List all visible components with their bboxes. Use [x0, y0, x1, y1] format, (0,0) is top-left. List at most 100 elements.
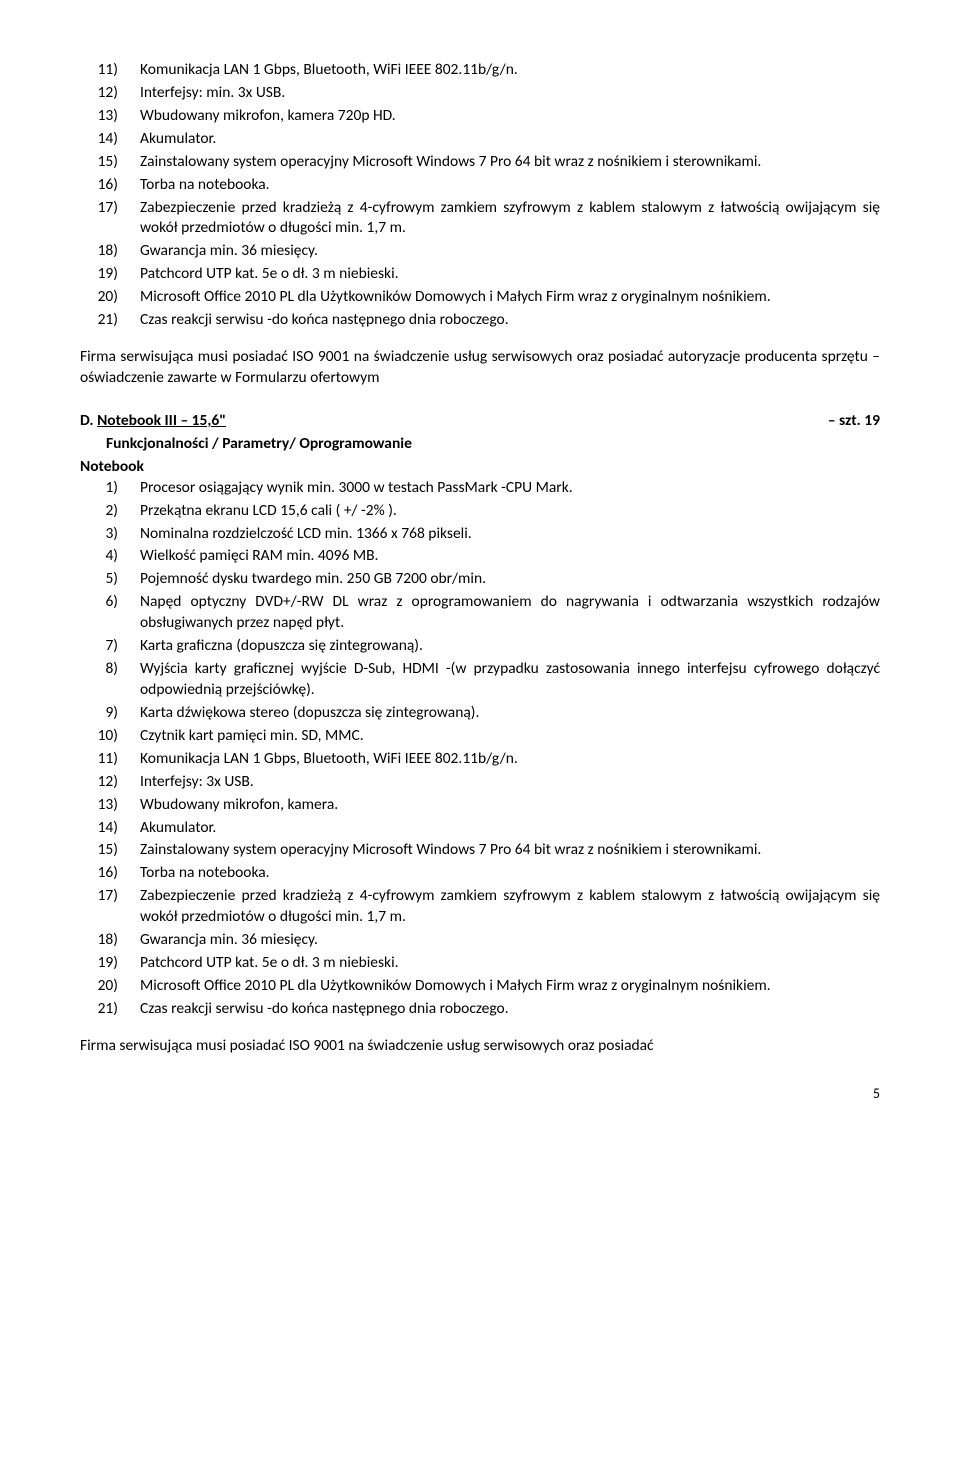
list-item: 21)Czas reakcji serwisu -do końca następ…: [80, 999, 880, 1020]
list-item-number: 3): [80, 524, 140, 545]
list-item-number: 7): [80, 636, 140, 657]
list-item: 12)Interfejsy: min. 3x USB.: [80, 83, 880, 104]
list-item-text: Patchcord UTP kat. 5e o dł. 3 m niebiesk…: [140, 264, 880, 285]
section-letter: D.: [80, 411, 94, 430]
list-item: 7)Karta graficzna (dopuszcza się zintegr…: [80, 636, 880, 657]
list-item: 11)Komunikacja LAN 1 Gbps, Bluetooth, Wi…: [80, 60, 880, 81]
bottom-list: 1)Procesor osiągający wynik min. 3000 w …: [80, 478, 880, 1020]
list-item: 13)Wbudowany mikrofon, kamera 720p HD.: [80, 106, 880, 127]
section-qty: – szt. 19: [828, 411, 880, 432]
list-item-text: Akumulator.: [140, 129, 880, 150]
list-item: 1)Procesor osiągający wynik min. 3000 w …: [80, 478, 880, 499]
list-item: 21)Czas reakcji serwisu -do końca następ…: [80, 310, 880, 331]
list-item-text: Nominalna rozdzielczość LCD min. 1366 x …: [140, 524, 880, 545]
list-item: 10)Czytnik kart pamięci min. SD, MMC.: [80, 726, 880, 747]
list-item: 14)Akumulator.: [80, 818, 880, 839]
list-item-text: Patchcord UTP kat. 5e o dł. 3 m niebiesk…: [140, 953, 880, 974]
list-item: 17)Zabezpieczenie przed kradzieżą z 4-cy…: [80, 886, 880, 928]
list-item: 2)Przekątna ekranu LCD 15,6 cali ( +/ -2…: [80, 501, 880, 522]
list-item-text: Przekątna ekranu LCD 15,6 cali ( +/ -2% …: [140, 501, 880, 522]
page-number: 5: [80, 1085, 880, 1104]
list-item-text: Komunikacja LAN 1 Gbps, Bluetooth, WiFi …: [140, 60, 880, 81]
list-item-text: Torba na notebooka.: [140, 863, 880, 884]
list-item: 15)Zainstalowany system operacyjny Micro…: [80, 152, 880, 173]
list-item-number: 14): [80, 129, 140, 150]
top-list: 11)Komunikacja LAN 1 Gbps, Bluetooth, Wi…: [80, 60, 880, 331]
list-item-number: 17): [80, 886, 140, 907]
list-item: 9)Karta dźwiękowa stereo (dopuszcza się …: [80, 703, 880, 724]
list-item: 19)Patchcord UTP kat. 5e o dł. 3 m niebi…: [80, 264, 880, 285]
list-item-number: 18): [80, 930, 140, 951]
list-item-text: Wielkość pamięci RAM min. 4096 MB.: [140, 546, 880, 567]
list-item-number: 13): [80, 106, 140, 127]
list-item: 18)Gwarancja min. 36 miesięcy.: [80, 241, 880, 262]
list-item-text: Gwarancja min. 36 miesięcy.: [140, 930, 880, 951]
list-item-text: Czytnik kart pamięci min. SD, MMC.: [140, 726, 880, 747]
list-item-number: 20): [80, 287, 140, 308]
list-item: 13)Wbudowany mikrofon, kamera.: [80, 795, 880, 816]
list-item-text: Akumulator.: [140, 818, 880, 839]
list-item: 18)Gwarancja min. 36 miesięcy.: [80, 930, 880, 951]
section-title: Notebook III – 15,6": [97, 411, 226, 430]
list-item: 19)Patchcord UTP kat. 5e o dł. 3 m niebi…: [80, 953, 880, 974]
list-item-text: Karta graficzna (dopuszcza się zintegrow…: [140, 636, 880, 657]
list-item: 20)Microsoft Office 2010 PL dla Użytkown…: [80, 287, 880, 308]
list-item-text: Pojemność dysku twardego min. 250 GB 720…: [140, 569, 880, 590]
list-item: 20)Microsoft Office 2010 PL dla Użytkown…: [80, 976, 880, 997]
list-item-number: 20): [80, 976, 140, 997]
notebook-label: Notebook: [80, 457, 880, 478]
list-item: 4)Wielkość pamięci RAM min. 4096 MB.: [80, 546, 880, 567]
list-item: 14)Akumulator.: [80, 129, 880, 150]
list-item-number: 2): [80, 501, 140, 522]
service-paragraph-2: Firma serwisująca musi posiadać ISO 9001…: [80, 1036, 880, 1057]
list-item: 5)Pojemność dysku twardego min. 250 GB 7…: [80, 569, 880, 590]
list-item-number: 16): [80, 863, 140, 884]
list-item-number: 6): [80, 592, 140, 613]
list-item-number: 8): [80, 659, 140, 680]
list-item: 15)Zainstalowany system operacyjny Micro…: [80, 840, 880, 861]
list-item-text: Napęd optyczny DVD+/-RW DL wraz z oprogr…: [140, 592, 880, 634]
list-item: 16)Torba na notebooka.: [80, 863, 880, 884]
section-left: D. Notebook III – 15,6": [80, 411, 226, 432]
list-item-number: 10): [80, 726, 140, 747]
list-item-text: Komunikacja LAN 1 Gbps, Bluetooth, WiFi …: [140, 749, 880, 770]
list-item-number: 14): [80, 818, 140, 839]
list-item-number: 4): [80, 546, 140, 567]
list-item-number: 21): [80, 999, 140, 1020]
list-item-text: Zainstalowany system operacyjny Microsof…: [140, 152, 880, 173]
section-subheading: Funkcjonalności / Parametry/ Oprogramowa…: [80, 434, 880, 455]
list-item-number: 13): [80, 795, 140, 816]
list-item: 16)Torba na notebooka.: [80, 175, 880, 196]
list-item-number: 15): [80, 152, 140, 173]
list-item-text: Czas reakcji serwisu -do końca następneg…: [140, 999, 880, 1020]
list-item-number: 15): [80, 840, 140, 861]
list-item-number: 17): [80, 198, 140, 219]
list-item-number: 9): [80, 703, 140, 724]
list-item-number: 11): [80, 60, 140, 81]
list-item-number: 11): [80, 749, 140, 770]
list-item-text: Wbudowany mikrofon, kamera.: [140, 795, 880, 816]
list-item-text: Interfejsy: 3x USB.: [140, 772, 880, 793]
list-item-text: Torba na notebooka.: [140, 175, 880, 196]
list-item-text: Czas reakcji serwisu -do końca następneg…: [140, 310, 880, 331]
section-header-row: D. Notebook III – 15,6" – szt. 19: [80, 411, 880, 432]
list-item: 6)Napęd optyczny DVD+/-RW DL wraz z opro…: [80, 592, 880, 634]
list-item: 17)Zabezpieczenie przed kradzieżą z 4-cy…: [80, 198, 880, 240]
list-item: 8)Wyjścia karty graficznej wyjście D-Sub…: [80, 659, 880, 701]
list-item-number: 21): [80, 310, 140, 331]
list-item-text: Zabezpieczenie przed kradzieżą z 4-cyfro…: [140, 198, 880, 240]
list-item-number: 19): [80, 953, 140, 974]
list-item-text: Zabezpieczenie przed kradzieżą z 4-cyfro…: [140, 886, 880, 928]
list-item-text: Microsoft Office 2010 PL dla Użytkownikó…: [140, 976, 880, 997]
list-item-number: 19): [80, 264, 140, 285]
list-item-text: Interfejsy: min. 3x USB.: [140, 83, 880, 104]
list-item: 11)Komunikacja LAN 1 Gbps, Bluetooth, Wi…: [80, 749, 880, 770]
list-item-text: Wyjścia karty graficznej wyjście D-Sub, …: [140, 659, 880, 701]
list-item-number: 16): [80, 175, 140, 196]
service-paragraph-1: Firma serwisująca musi posiadać ISO 9001…: [80, 347, 880, 389]
list-item-number: 12): [80, 772, 140, 793]
list-item-number: 18): [80, 241, 140, 262]
list-item-text: Wbudowany mikrofon, kamera 720p HD.: [140, 106, 880, 127]
list-item-number: 1): [80, 478, 140, 499]
list-item-text: Zainstalowany system operacyjny Microsof…: [140, 840, 880, 861]
